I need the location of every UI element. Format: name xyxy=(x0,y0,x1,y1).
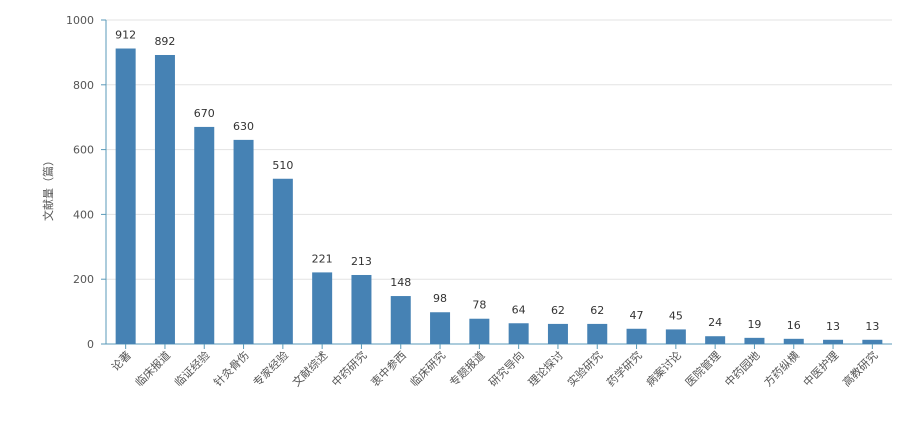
data-label: 510 xyxy=(272,159,293,172)
bar xyxy=(783,338,804,344)
category-label: 理论探讨 xyxy=(525,348,566,389)
bar xyxy=(154,54,175,344)
category-label: 中药研究 xyxy=(329,348,370,389)
category-label: 专家经验 xyxy=(250,348,291,389)
category-label: 研究导向 xyxy=(486,348,527,389)
bar xyxy=(665,329,686,344)
y-axis-label: 文献量（篇） xyxy=(41,155,55,221)
y-tick-label: 800 xyxy=(73,79,94,92)
data-label: 62 xyxy=(590,304,604,317)
bar xyxy=(862,339,883,344)
y-tick-label: 400 xyxy=(73,208,94,221)
data-label: 670 xyxy=(194,107,215,120)
category-label: 临证经验 xyxy=(171,348,212,389)
category-label: 专题报道 xyxy=(446,348,487,389)
y-tick-label: 0 xyxy=(87,338,94,351)
y-tick-label: 200 xyxy=(73,273,94,286)
category-labels: 论著临床报道临证经验针灸骨伤专家经验文献综述中药研究衷中参西临床研究专题报道研究… xyxy=(108,348,880,389)
bar xyxy=(390,296,411,344)
category-label: 临床研究 xyxy=(407,348,448,389)
bar xyxy=(272,178,293,344)
category-label: 针灸骨伤 xyxy=(211,348,252,389)
data-label: 64 xyxy=(512,303,526,316)
gridlines xyxy=(106,19,892,280)
data-label: 892 xyxy=(154,35,175,48)
axes xyxy=(101,19,892,349)
category-label: 药学研究 xyxy=(604,348,645,389)
y-tick-labels: 0 200 400 600 800 1000 xyxy=(66,14,94,351)
category-label: 实验研究 xyxy=(564,348,605,389)
bar xyxy=(469,318,490,344)
bar xyxy=(823,339,844,344)
data-label: 213 xyxy=(351,255,372,268)
bar xyxy=(430,312,451,344)
data-labels: 912 892 670 630 510 221 213 148 98 78 64 62 62 47 45 24… xyxy=(115,29,879,333)
category-label: 论著 xyxy=(108,348,133,373)
y-tick-label: 1000 xyxy=(66,14,94,27)
bar xyxy=(508,323,529,344)
bar xyxy=(233,139,254,344)
data-label: 912 xyxy=(115,29,136,42)
bar xyxy=(312,272,333,344)
data-label: 13 xyxy=(865,320,879,333)
category-label: 中药园地 xyxy=(722,349,762,389)
data-label: 630 xyxy=(233,120,254,133)
data-label: 221 xyxy=(312,252,333,265)
data-label: 47 xyxy=(630,309,644,322)
data-label: 16 xyxy=(787,319,801,332)
data-label: 78 xyxy=(472,299,486,312)
bar xyxy=(547,323,568,344)
data-label: 13 xyxy=(826,320,840,333)
category-label: 医院管理 xyxy=(682,348,723,389)
category-label: 方药纵横 xyxy=(761,348,802,389)
category-label: 中医护理 xyxy=(800,348,841,389)
data-label: 148 xyxy=(390,276,411,289)
data-label: 24 xyxy=(708,316,722,329)
bar xyxy=(351,274,372,344)
bars xyxy=(115,48,883,345)
bar xyxy=(744,337,765,344)
bar xyxy=(194,126,215,344)
data-label: 62 xyxy=(551,304,565,317)
category-label: 文献综述 xyxy=(289,348,330,389)
bar xyxy=(115,48,136,345)
data-label: 98 xyxy=(433,292,447,305)
category-label: 临床报道 xyxy=(132,348,173,389)
bar xyxy=(587,323,608,344)
category-label: 衷中参西 xyxy=(368,348,409,389)
data-label: 19 xyxy=(747,318,761,331)
bar xyxy=(705,336,726,344)
data-label: 45 xyxy=(669,309,683,322)
bar xyxy=(626,328,647,344)
category-label: 病案讨论 xyxy=(643,348,684,389)
y-tick-label: 600 xyxy=(73,144,94,157)
category-label: 高教研究 xyxy=(839,348,880,389)
